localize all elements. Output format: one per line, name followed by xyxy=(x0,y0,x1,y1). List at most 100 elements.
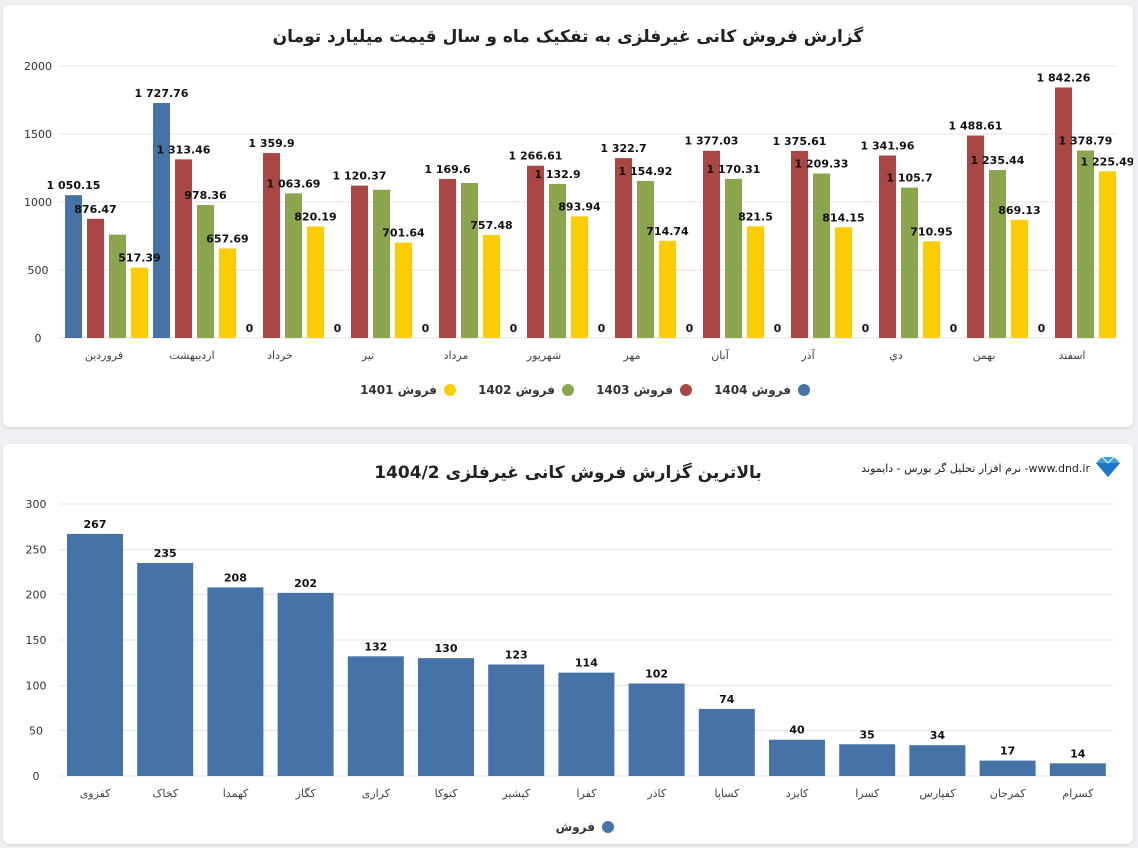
data-label: 757.48 xyxy=(470,219,512,232)
chart-title: گزارش فروش کانی غیرفلزی به تفکیک ماه و س… xyxy=(273,26,864,47)
data-label: 34 xyxy=(930,729,946,742)
bar xyxy=(901,187,918,338)
bar xyxy=(615,158,632,338)
x-tick-label: کساپا xyxy=(714,787,740,800)
x-tick-label: تیر xyxy=(361,349,374,362)
bar xyxy=(979,760,1036,776)
data-label: 1 235.44 xyxy=(971,154,1025,167)
x-tick-label: کسرام xyxy=(1062,787,1094,800)
data-label: 1 375.61 xyxy=(773,135,827,148)
data-label: 1 378.79 xyxy=(1059,134,1113,147)
y-tick-label: 250 xyxy=(26,543,47,556)
monthly-sales-chart-panel: گزارش فروش کانی غیرفلزی به تفکیک ماه و س… xyxy=(3,5,1133,427)
y-tick-label: 200 xyxy=(26,589,47,602)
data-label: 814.15 xyxy=(822,211,864,224)
bar xyxy=(307,226,324,338)
data-label: 1 105.7 xyxy=(886,172,932,185)
data-label: 1 842.26 xyxy=(1037,71,1091,84)
data-label: 1 170.31 xyxy=(707,163,761,176)
data-label: 123 xyxy=(505,648,528,661)
data-label: 35 xyxy=(860,728,875,741)
data-label: 1 063.69 xyxy=(267,177,321,190)
data-label: 714.74 xyxy=(646,225,689,238)
x-tick-label: آذر xyxy=(800,348,815,362)
x-tick-label: کفپارس xyxy=(919,787,956,800)
data-label: 0 xyxy=(598,322,606,335)
y-tick-label: 0 xyxy=(35,332,42,345)
bar xyxy=(418,658,474,776)
y-tick-label: 500 xyxy=(28,264,49,277)
data-label: 893.94 xyxy=(558,200,601,213)
x-tick-label: کفرا xyxy=(577,787,598,800)
x-tick-label: فروردین xyxy=(85,349,123,362)
data-label: 1 341.96 xyxy=(861,139,915,152)
legend-item[interactable]: فروش 1402 xyxy=(478,383,574,398)
x-tick-label: مرداد xyxy=(444,349,469,362)
legend-label: فروش xyxy=(556,820,595,835)
legend-label: فروش 1401 xyxy=(360,383,437,398)
data-label: 0 xyxy=(1038,322,1046,335)
data-label: 1 322.7 xyxy=(600,142,646,155)
legend-item[interactable]: فروش xyxy=(556,820,614,835)
x-tick-label: اسفند xyxy=(1059,349,1086,362)
x-tick-label: شهریور xyxy=(526,349,561,362)
data-label: 657.69 xyxy=(206,233,248,246)
bar xyxy=(153,103,170,338)
legend-item[interactable]: فروش 1401 xyxy=(360,383,456,398)
bar xyxy=(197,204,214,338)
bar xyxy=(65,195,82,338)
bar xyxy=(351,185,368,338)
bar xyxy=(628,683,685,776)
y-tick-label: 1000 xyxy=(24,196,52,209)
legend-marker xyxy=(680,384,692,396)
x-tick-label: کپشیر xyxy=(501,787,531,800)
data-label: 710.95 xyxy=(910,225,952,238)
data-label: 0 xyxy=(686,322,694,335)
bar xyxy=(725,178,742,338)
legend-label: فروش 1402 xyxy=(478,383,555,398)
bar xyxy=(1055,87,1072,338)
bar xyxy=(659,240,676,338)
legend-marker xyxy=(798,384,810,396)
x-tick-label: کتوکا xyxy=(435,787,459,800)
bar xyxy=(549,183,566,338)
data-label: 1 377.03 xyxy=(685,135,739,148)
legend-item[interactable]: فروش 1404 xyxy=(714,383,810,398)
bar xyxy=(527,165,544,338)
bar xyxy=(277,592,334,776)
legend-label: فروش 1404 xyxy=(714,383,791,398)
data-label: 1 266.61 xyxy=(509,150,563,163)
data-label: 235 xyxy=(154,547,177,560)
data-label: 102 xyxy=(645,668,668,681)
top-sales-chart: بالاترین گزارش فروش کانی غیرفلزی 1404/2 0… xyxy=(26,456,1120,835)
y-tick-label: 0 xyxy=(33,770,40,783)
data-label: 821.5 xyxy=(738,210,773,223)
bar xyxy=(698,708,755,776)
bar xyxy=(989,169,1006,338)
data-label: 1 169.6 xyxy=(424,163,471,176)
bar xyxy=(207,587,264,776)
bar xyxy=(263,153,280,338)
bar xyxy=(967,135,984,338)
x-tick-label: کرازی xyxy=(362,787,391,800)
data-label: 1 050.15 xyxy=(47,179,101,192)
bar xyxy=(483,234,500,338)
data-label: 1 132.9 xyxy=(534,168,580,181)
bar xyxy=(131,267,148,338)
data-label: 978.36 xyxy=(184,189,227,202)
bar xyxy=(1077,150,1094,338)
data-label: 1 488.61 xyxy=(949,120,1003,133)
data-label: 0 xyxy=(334,322,342,335)
x-tick-label: بهمن xyxy=(973,349,996,362)
bar xyxy=(813,173,830,338)
data-label: 1 727.76 xyxy=(135,87,189,100)
y-tick-label: 1500 xyxy=(24,128,52,141)
legend-item[interactable]: فروش 1403 xyxy=(596,383,692,398)
brand-block[interactable]: نرم افزار تحلیل گر بورس - دایموند -www.d… xyxy=(861,456,1120,477)
bar xyxy=(219,248,236,338)
bar xyxy=(67,533,123,776)
bar xyxy=(1049,763,1106,776)
bar xyxy=(87,218,104,338)
bar xyxy=(175,159,192,338)
bar xyxy=(137,562,194,776)
